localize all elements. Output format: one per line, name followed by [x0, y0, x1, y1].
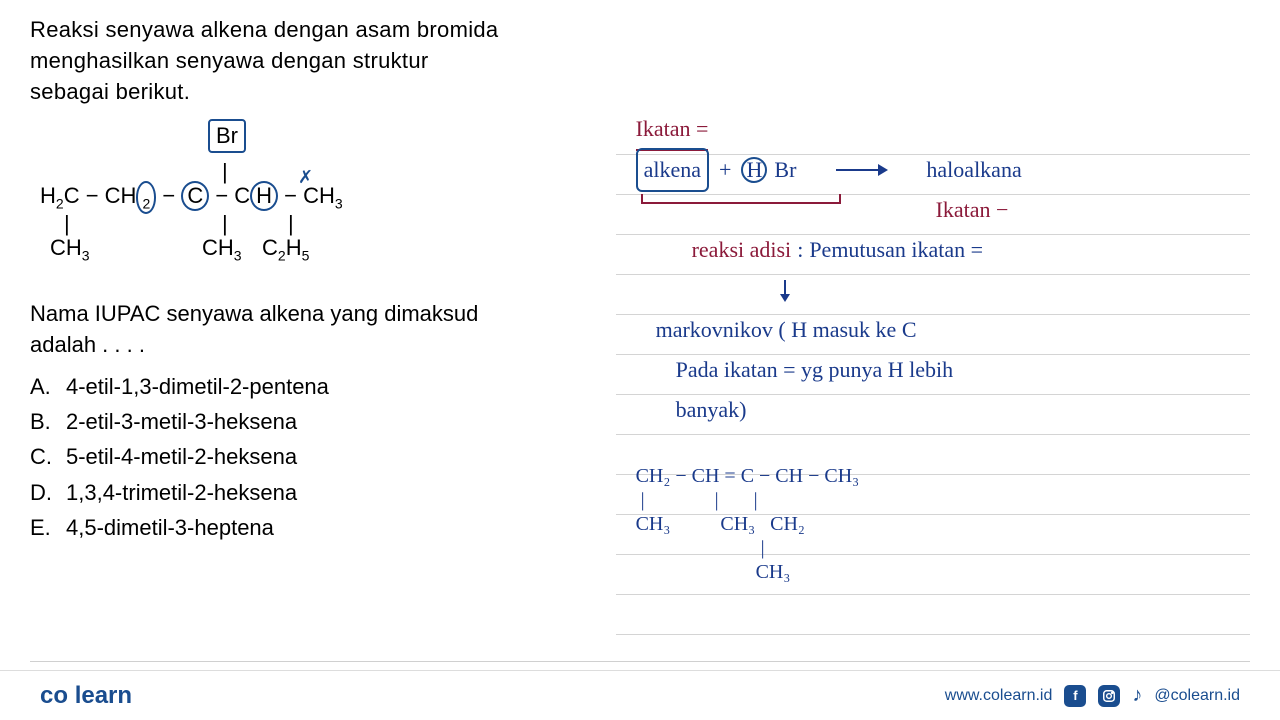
q-line-1: Reaksi senyawa alkena dengan asam bromid…: [30, 17, 498, 42]
q-line-3: sebagai berikut.: [30, 79, 190, 104]
footer-handle: @colearn.id: [1154, 687, 1240, 705]
question-panel: Reaksi senyawa alkena dengan asam bromid…: [30, 15, 616, 645]
handwriting-panel: Ikatan = alkena + HBr haloalkana Ikatan …: [616, 15, 1250, 645]
footer: co learn www.colearn.id f ♪ @colearn.id: [0, 670, 1280, 720]
hw-line-7: Pada ikatan = yg punya H lebih: [636, 350, 1250, 390]
instagram-icon: [1098, 685, 1120, 707]
down-arrow-icon: [784, 280, 786, 300]
question-text: Reaksi senyawa alkena dengan asam bromid…: [30, 15, 596, 107]
branch-c2h5: C2H5: [262, 235, 309, 263]
bond-vertical-2: |: [64, 211, 70, 237]
hw-line-6: markovnikov ( H masuk ke C: [636, 310, 1250, 350]
branch-ch3-1: CH3: [50, 235, 90, 263]
q-line-2: menghasilkan senyawa dengan struktur: [30, 48, 428, 73]
arrow-right-icon: [836, 169, 886, 171]
hw-line-5: [636, 270, 1250, 310]
branch-ch3-2: CH3: [202, 235, 242, 263]
hw-line-4: reaksi adisi : Pemutusan ikatan =: [636, 230, 1250, 270]
footer-url: www.colearn.id: [945, 687, 1053, 705]
handwritten-notes: Ikatan = alkena + HBr haloalkana Ikatan …: [636, 15, 1250, 608]
option-b: B.2-etil-3-metil-3-heksena: [30, 404, 596, 439]
hw-line-3: Ikatan −: [636, 190, 1250, 230]
handwritten-structure: CH₂ − CH = C − CH − CH₃ | | | CH₃ CH₃ CH…: [636, 440, 1250, 608]
bond-vertical-3: |: [222, 211, 228, 237]
tiktok-icon: ♪: [1132, 684, 1142, 707]
option-e: E.4,5-dimetil-3-heptena: [30, 510, 596, 545]
hw-line-2: alkena + HBr haloalkana: [636, 150, 1250, 190]
bond-vertical-4: |: [288, 211, 294, 237]
chemical-structure: Br | H2C − CH2 − C − CH − CH3 ✗ | | | CH…: [40, 119, 596, 289]
hw-line-1: Ikatan =: [636, 110, 1250, 150]
x-mark: ✗: [298, 167, 313, 188]
divider-line: [30, 661, 1250, 662]
option-d: D.1,3,4-trimetil-2-heksena: [30, 475, 596, 510]
hw-line-8: banyak): [636, 390, 1250, 430]
option-c: C.5-etil-4-metil-2-heksena: [30, 439, 596, 474]
answer-options: A.4-etil-1,3-dimetil-2-pentena B.2-etil-…: [30, 369, 596, 545]
question-followup: Nama IUPAC senyawa alkena yang dimaksud …: [30, 299, 596, 361]
facebook-icon: f: [1064, 685, 1086, 707]
br-atom: Br: [208, 119, 246, 153]
option-a: A.4-etil-1,3-dimetil-2-pentena: [30, 369, 596, 404]
colearn-logo: co learn: [40, 682, 132, 710]
footer-right: www.colearn.id f ♪ @colearn.id: [945, 684, 1240, 707]
